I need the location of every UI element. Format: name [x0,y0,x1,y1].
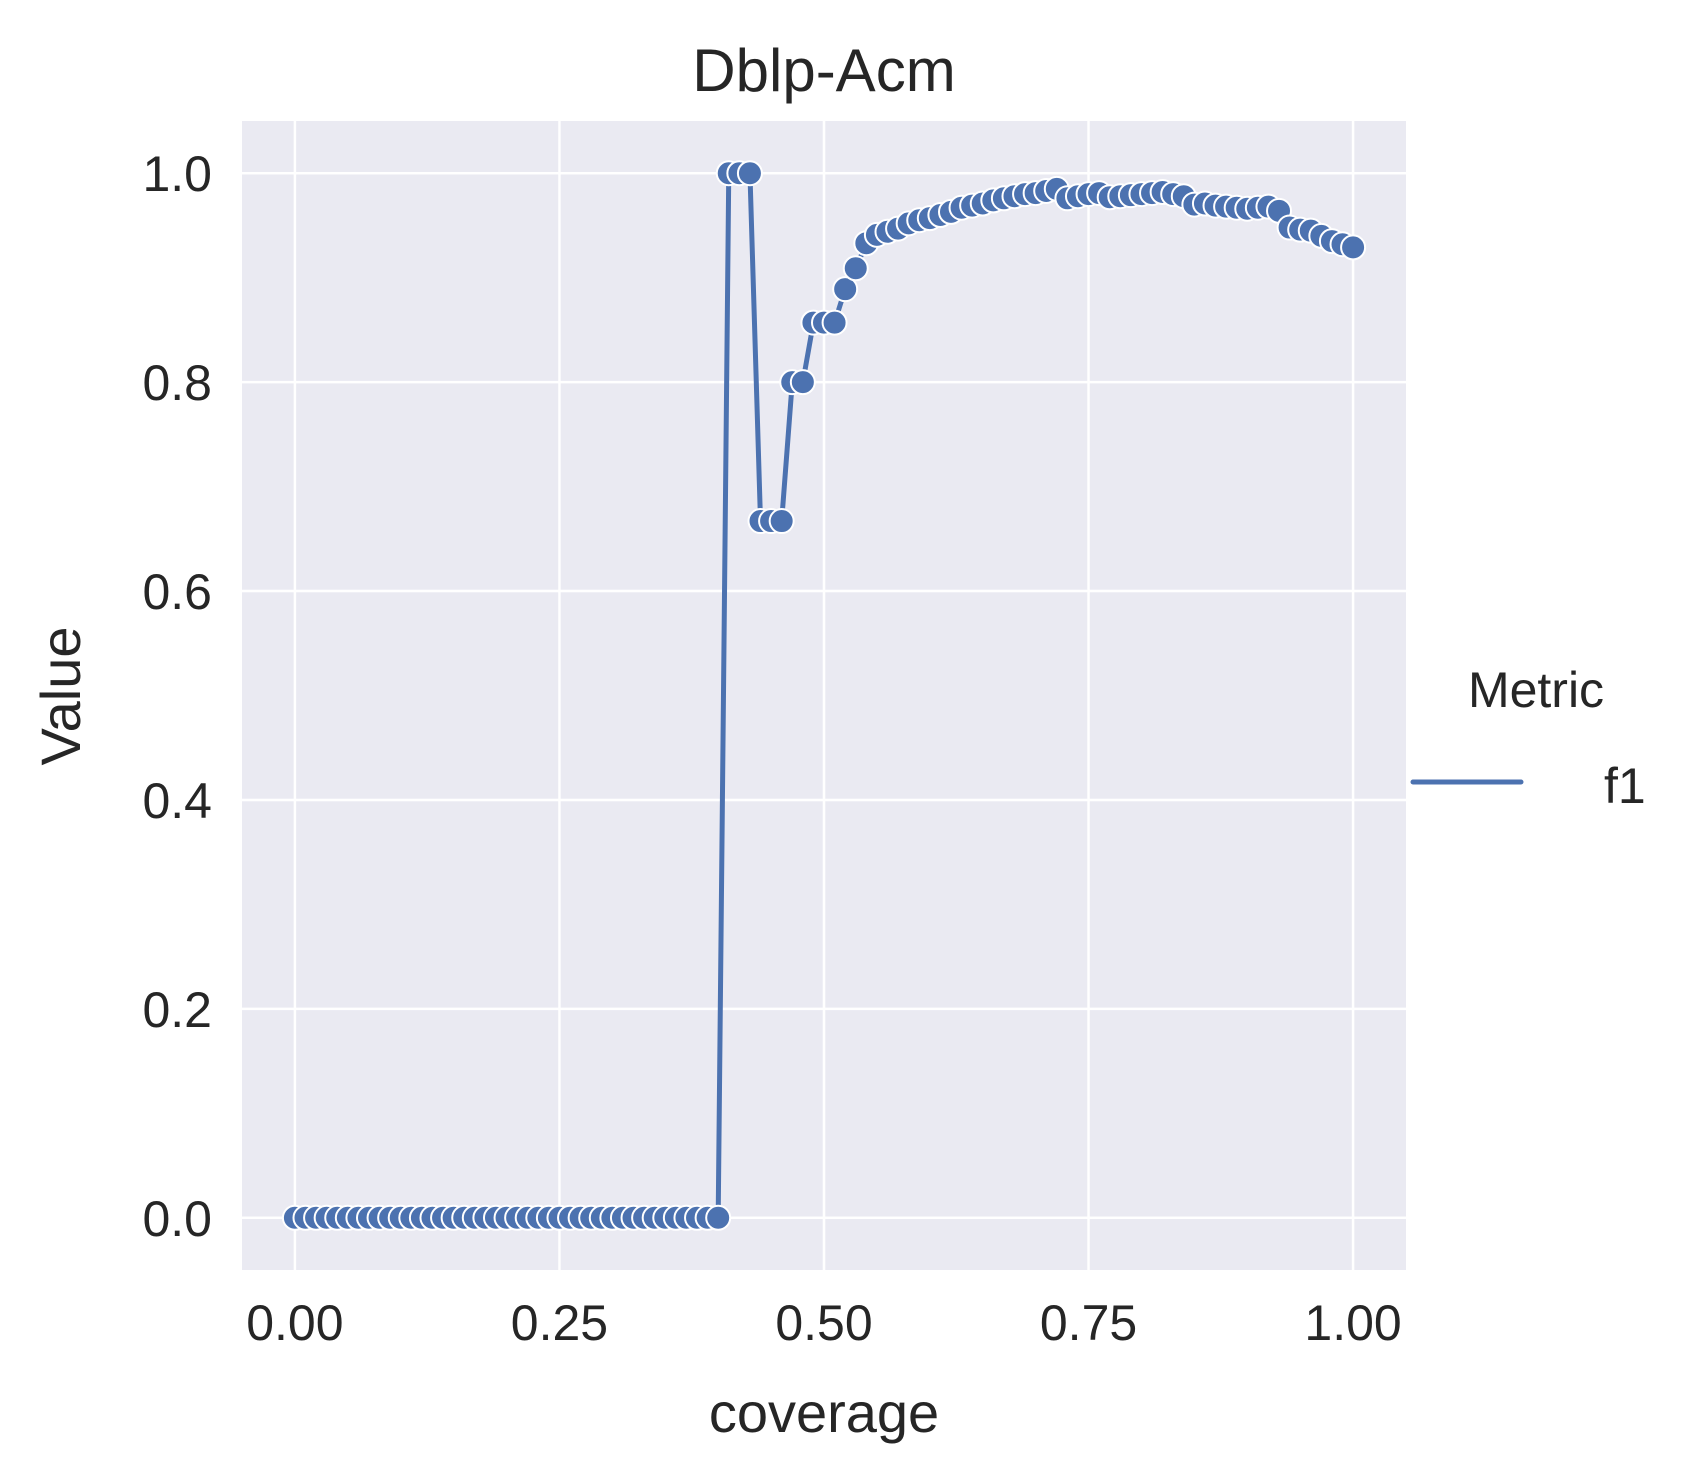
legend: Metric f1 [1410,662,1646,814]
x-tick-label: 1.00 [1304,1295,1401,1351]
data-point [842,255,869,282]
x-axis-ticks: 0.00 0.25 0.50 0.75 1.00 [246,1295,1402,1351]
y-tick-label: 0.8 [142,355,212,411]
y-tick-label: 0.2 [142,982,212,1038]
legend-title: Metric [1468,662,1604,718]
x-tick-label: 0.50 [775,1295,872,1351]
data-point [789,369,816,396]
y-axis-ticks: 0.0 0.2 0.4 0.6 0.8 1.0 [142,146,212,1247]
x-axis-label: coverage [709,1381,939,1444]
y-tick-label: 0.0 [142,1191,212,1247]
y-axis-label: Value [29,626,92,765]
y-tick-label: 1.0 [142,146,212,202]
data-point [736,160,763,187]
data-point [768,508,795,535]
x-tick-label: 0.00 [246,1295,343,1351]
data-point [1340,234,1367,261]
series-f1 [281,160,1367,1231]
chart-title: Dblp-Acm [692,37,955,104]
data-point [705,1204,732,1231]
data-point [821,309,848,336]
data-point [832,276,859,303]
legend-label-f1: f1 [1604,758,1646,814]
y-tick-label: 0.4 [142,773,212,829]
x-tick-label: 0.25 [511,1295,608,1351]
x-tick-label: 0.75 [1040,1295,1137,1351]
y-tick-label: 0.6 [142,564,212,620]
